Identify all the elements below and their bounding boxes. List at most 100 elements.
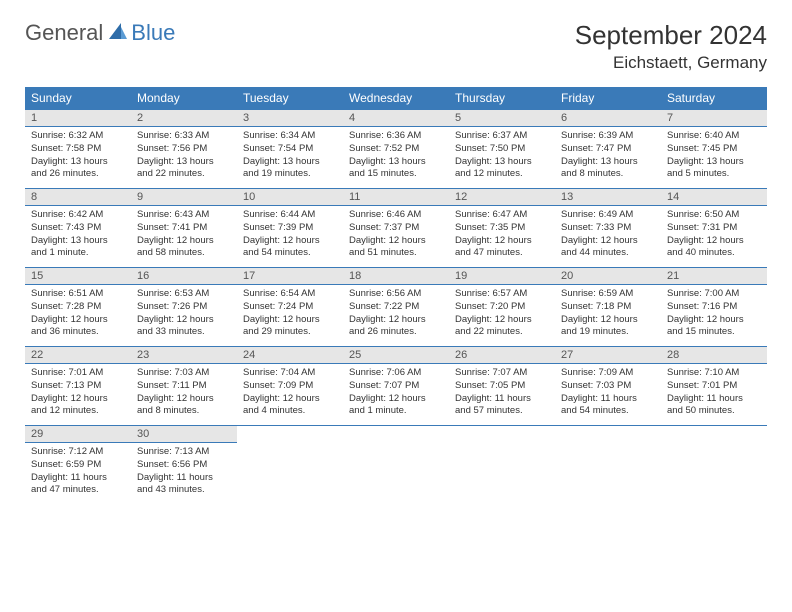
calendar-day-cell xyxy=(449,426,555,505)
sunrise-text: Sunrise: 6:49 AM xyxy=(561,209,655,222)
sunset-text: Sunset: 7:26 PM xyxy=(137,301,231,314)
day-number: 1 xyxy=(25,110,131,127)
calendar-week-row: 22Sunrise: 7:01 AMSunset: 7:13 PMDayligh… xyxy=(25,347,767,426)
day-details: Sunrise: 6:39 AMSunset: 7:47 PMDaylight:… xyxy=(555,127,661,187)
calendar-week-row: 1Sunrise: 6:32 AMSunset: 7:58 PMDaylight… xyxy=(25,110,767,189)
calendar-day-cell: 3Sunrise: 6:34 AMSunset: 7:54 PMDaylight… xyxy=(237,110,343,189)
day-number: 7 xyxy=(661,110,767,127)
day-number: 10 xyxy=(237,189,343,206)
day-details: Sunrise: 6:57 AMSunset: 7:20 PMDaylight:… xyxy=(449,285,555,345)
calendar-header-row: Sunday Monday Tuesday Wednesday Thursday… xyxy=(25,87,767,110)
daylight-text: Daylight: 13 hours and 1 minute. xyxy=(31,235,125,261)
calendar-day-cell: 27Sunrise: 7:09 AMSunset: 7:03 PMDayligh… xyxy=(555,347,661,426)
sunrise-text: Sunrise: 6:53 AM xyxy=(137,288,231,301)
calendar-day-cell: 1Sunrise: 6:32 AMSunset: 7:58 PMDaylight… xyxy=(25,110,131,189)
day-number: 23 xyxy=(131,347,237,364)
daylight-text: Daylight: 13 hours and 19 minutes. xyxy=(243,156,337,182)
sunset-text: Sunset: 7:50 PM xyxy=(455,143,549,156)
calendar-day-cell: 11Sunrise: 6:46 AMSunset: 7:37 PMDayligh… xyxy=(343,189,449,268)
day-details: Sunrise: 7:03 AMSunset: 7:11 PMDaylight:… xyxy=(131,364,237,424)
sunset-text: Sunset: 7:37 PM xyxy=(349,222,443,235)
day-number: 25 xyxy=(343,347,449,364)
calendar-day-cell: 6Sunrise: 6:39 AMSunset: 7:47 PMDaylight… xyxy=(555,110,661,189)
day-number: 16 xyxy=(131,268,237,285)
calendar-day-cell: 4Sunrise: 6:36 AMSunset: 7:52 PMDaylight… xyxy=(343,110,449,189)
calendar-day-cell: 18Sunrise: 6:56 AMSunset: 7:22 PMDayligh… xyxy=(343,268,449,347)
sunset-text: Sunset: 7:41 PM xyxy=(137,222,231,235)
day-number: 30 xyxy=(131,426,237,443)
day-details: Sunrise: 6:36 AMSunset: 7:52 PMDaylight:… xyxy=(343,127,449,187)
day-details: Sunrise: 6:51 AMSunset: 7:28 PMDaylight:… xyxy=(25,285,131,345)
day-details: Sunrise: 6:34 AMSunset: 7:54 PMDaylight:… xyxy=(237,127,343,187)
sunset-text: Sunset: 7:24 PM xyxy=(243,301,337,314)
calendar-day-cell: 29Sunrise: 7:12 AMSunset: 6:59 PMDayligh… xyxy=(25,426,131,505)
sunset-text: Sunset: 7:33 PM xyxy=(561,222,655,235)
sunset-text: Sunset: 7:11 PM xyxy=(137,380,231,393)
day-number: 11 xyxy=(343,189,449,206)
sunrise-text: Sunrise: 6:54 AM xyxy=(243,288,337,301)
day-number: 2 xyxy=(131,110,237,127)
sunset-text: Sunset: 7:47 PM xyxy=(561,143,655,156)
sunrise-text: Sunrise: 6:36 AM xyxy=(349,130,443,143)
day-details: Sunrise: 7:04 AMSunset: 7:09 PMDaylight:… xyxy=(237,364,343,424)
calendar-day-cell: 10Sunrise: 6:44 AMSunset: 7:39 PMDayligh… xyxy=(237,189,343,268)
day-number: 8 xyxy=(25,189,131,206)
calendar-table: Sunday Monday Tuesday Wednesday Thursday… xyxy=(25,87,767,504)
calendar-day-cell xyxy=(555,426,661,505)
day-number: 27 xyxy=(555,347,661,364)
daylight-text: Daylight: 12 hours and 54 minutes. xyxy=(243,235,337,261)
daylight-text: Daylight: 12 hours and 15 minutes. xyxy=(667,314,761,340)
calendar-day-cell: 28Sunrise: 7:10 AMSunset: 7:01 PMDayligh… xyxy=(661,347,767,426)
sunrise-text: Sunrise: 7:10 AM xyxy=(667,367,761,380)
day-details: Sunrise: 7:09 AMSunset: 7:03 PMDaylight:… xyxy=(555,364,661,424)
day-details: Sunrise: 6:43 AMSunset: 7:41 PMDaylight:… xyxy=(131,206,237,266)
daylight-text: Daylight: 13 hours and 22 minutes. xyxy=(137,156,231,182)
day-header: Tuesday xyxy=(237,87,343,110)
day-details: Sunrise: 7:06 AMSunset: 7:07 PMDaylight:… xyxy=(343,364,449,424)
daylight-text: Daylight: 13 hours and 8 minutes. xyxy=(561,156,655,182)
day-details: Sunrise: 7:01 AMSunset: 7:13 PMDaylight:… xyxy=(25,364,131,424)
sunrise-text: Sunrise: 7:06 AM xyxy=(349,367,443,380)
daylight-text: Daylight: 13 hours and 26 minutes. xyxy=(31,156,125,182)
day-details: Sunrise: 7:13 AMSunset: 6:56 PMDaylight:… xyxy=(131,443,237,503)
calendar-day-cell xyxy=(237,426,343,505)
sunrise-text: Sunrise: 7:07 AM xyxy=(455,367,549,380)
day-number: 19 xyxy=(449,268,555,285)
sunrise-text: Sunrise: 7:13 AM xyxy=(137,446,231,459)
daylight-text: Daylight: 12 hours and 22 minutes. xyxy=(455,314,549,340)
sunrise-text: Sunrise: 6:34 AM xyxy=(243,130,337,143)
day-header: Sunday xyxy=(25,87,131,110)
sunrise-text: Sunrise: 6:37 AM xyxy=(455,130,549,143)
calendar-week-row: 15Sunrise: 6:51 AMSunset: 7:28 PMDayligh… xyxy=(25,268,767,347)
day-number: 17 xyxy=(237,268,343,285)
day-header: Wednesday xyxy=(343,87,449,110)
day-number: 15 xyxy=(25,268,131,285)
sunset-text: Sunset: 6:56 PM xyxy=(137,459,231,472)
sunset-text: Sunset: 7:18 PM xyxy=(561,301,655,314)
sunset-text: Sunset: 7:31 PM xyxy=(667,222,761,235)
sunrise-text: Sunrise: 7:09 AM xyxy=(561,367,655,380)
daylight-text: Daylight: 12 hours and 58 minutes. xyxy=(137,235,231,261)
day-details: Sunrise: 6:33 AMSunset: 7:56 PMDaylight:… xyxy=(131,127,237,187)
daylight-text: Daylight: 12 hours and 33 minutes. xyxy=(137,314,231,340)
calendar-day-cell: 19Sunrise: 6:57 AMSunset: 7:20 PMDayligh… xyxy=(449,268,555,347)
sunrise-text: Sunrise: 7:12 AM xyxy=(31,446,125,459)
daylight-text: Daylight: 11 hours and 43 minutes. xyxy=(137,472,231,498)
calendar-day-cell: 2Sunrise: 6:33 AMSunset: 7:56 PMDaylight… xyxy=(131,110,237,189)
sunrise-text: Sunrise: 6:51 AM xyxy=(31,288,125,301)
calendar-day-cell: 13Sunrise: 6:49 AMSunset: 7:33 PMDayligh… xyxy=(555,189,661,268)
day-details: Sunrise: 6:32 AMSunset: 7:58 PMDaylight:… xyxy=(25,127,131,187)
sunset-text: Sunset: 7:58 PM xyxy=(31,143,125,156)
sunset-text: Sunset: 7:05 PM xyxy=(455,380,549,393)
brand-part1: General xyxy=(25,20,103,46)
day-details: Sunrise: 6:56 AMSunset: 7:22 PMDaylight:… xyxy=(343,285,449,345)
day-number: 4 xyxy=(343,110,449,127)
daylight-text: Daylight: 12 hours and 51 minutes. xyxy=(349,235,443,261)
daylight-text: Daylight: 11 hours and 54 minutes. xyxy=(561,393,655,419)
day-details: Sunrise: 6:37 AMSunset: 7:50 PMDaylight:… xyxy=(449,127,555,187)
month-title: September 2024 xyxy=(575,20,767,51)
sunset-text: Sunset: 7:16 PM xyxy=(667,301,761,314)
day-details: Sunrise: 6:47 AMSunset: 7:35 PMDaylight:… xyxy=(449,206,555,266)
calendar-day-cell: 24Sunrise: 7:04 AMSunset: 7:09 PMDayligh… xyxy=(237,347,343,426)
day-number: 20 xyxy=(555,268,661,285)
